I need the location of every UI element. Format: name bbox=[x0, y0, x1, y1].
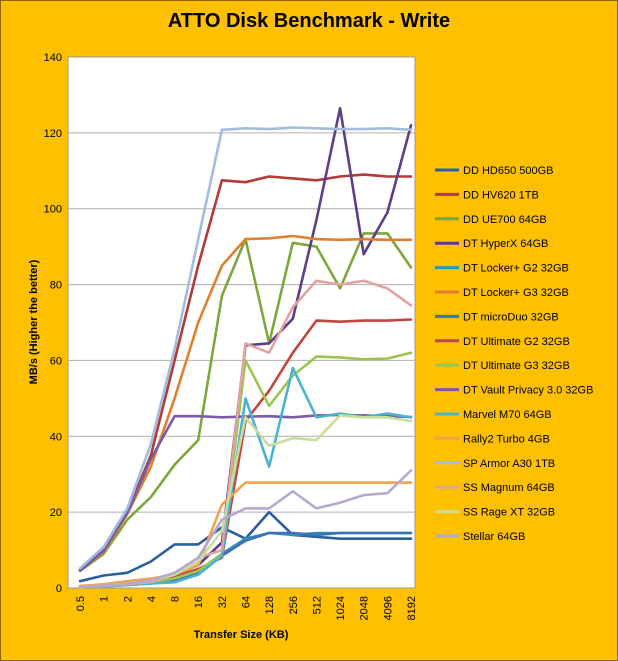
legend-label: DT Vault Privacy 3.0 32GB bbox=[463, 385, 593, 397]
x-tick-label: 64 bbox=[241, 596, 253, 608]
x-tick-label: 128 bbox=[264, 596, 276, 614]
legend-label: DD HD650 500GB bbox=[463, 165, 554, 177]
y-axis-title: MB/s (Higher the better) bbox=[28, 259, 40, 384]
series-line-15 bbox=[78, 469, 413, 589]
series-line-11 bbox=[78, 481, 413, 588]
x-tick-label: 2 bbox=[122, 596, 134, 602]
legend-label: DT Ultimate G3 32GB bbox=[463, 360, 570, 372]
series-lines bbox=[78, 106, 413, 589]
x-tick-label: 8192 bbox=[406, 596, 418, 620]
legend-label: DT Ultimate G2 32GB bbox=[463, 336, 570, 348]
legend-label: Marvel M70 64GB bbox=[463, 409, 552, 421]
x-tick-label: 1024 bbox=[335, 596, 347, 620]
legend-label: DT microDuo 32GB bbox=[463, 311, 559, 323]
x-axis-title: Transfer Size (KB) bbox=[194, 629, 289, 641]
x-tick-label: 256 bbox=[288, 596, 300, 614]
legend-label: DD HV620 1TB bbox=[463, 189, 539, 201]
x-tick-label: 16 bbox=[193, 596, 205, 608]
legend-label: SS Rage XT 32GB bbox=[463, 507, 555, 519]
legend: DD HD650 500GB DD HV620 1TB DD UE700 64GB D… bbox=[435, 165, 593, 543]
series-line-12 bbox=[78, 126, 413, 570]
y-tick-label: 80 bbox=[50, 280, 62, 292]
y-tick-label: 0 bbox=[56, 583, 62, 595]
x-tick-label: 0.5 bbox=[75, 596, 87, 611]
legend-label: DT HyperX 64GB bbox=[463, 238, 548, 250]
legend-label: SS Magnum 64GB bbox=[463, 482, 555, 494]
x-tick-label: 512 bbox=[311, 596, 323, 614]
plot-area bbox=[67, 56, 416, 589]
x-tick-label: 8 bbox=[170, 596, 182, 602]
legend-label: DT Locker+ G2 32GB bbox=[463, 263, 569, 275]
y-tick-label: 60 bbox=[50, 355, 62, 367]
legend-label: DT Locker+ G3 32GB bbox=[463, 287, 569, 299]
legend-label: DD UE700 64GB bbox=[463, 214, 547, 226]
x-tick-label: 2048 bbox=[359, 596, 371, 620]
legend-label: SP Armor A30 1TB bbox=[463, 458, 555, 470]
y-tick-labels: 0 20 40 60 80 100 120 140 bbox=[44, 52, 62, 595]
legend-label: Rally2 Turbo 4GB bbox=[463, 433, 550, 445]
x-tick-label: 1 bbox=[99, 596, 111, 602]
x-tick-label: 32 bbox=[217, 596, 229, 608]
x-tick-label: 4096 bbox=[382, 596, 394, 620]
y-tick-label: 100 bbox=[44, 204, 62, 216]
x-tick-label: 4 bbox=[146, 596, 158, 602]
x-tick-labels: 0.5 1 2 4 8 16 32 64 128 256 512 1024 2048 4096 8192 bbox=[75, 596, 418, 620]
legend-label: Stellar 64GB bbox=[463, 531, 525, 543]
y-tick-label: 20 bbox=[50, 507, 62, 519]
y-tick-label: 40 bbox=[50, 431, 62, 443]
series-line-5 bbox=[78, 234, 413, 572]
y-tick-label: 140 bbox=[44, 52, 62, 64]
chart-title: ATTO Disk Benchmark - Write bbox=[167, 10, 451, 32]
y-tick-label: 120 bbox=[44, 128, 62, 140]
